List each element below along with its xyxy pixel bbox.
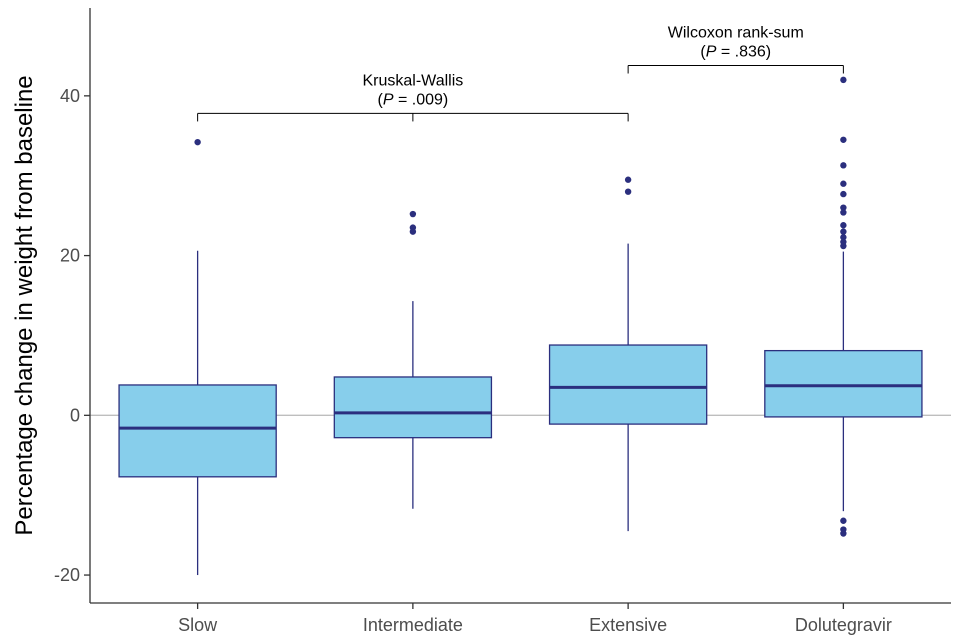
y-tick-label: 0 bbox=[70, 405, 80, 425]
outlier-point bbox=[840, 204, 847, 211]
x-tick-label: Extensive bbox=[589, 615, 667, 635]
outlier-point bbox=[840, 530, 847, 537]
outlier-point bbox=[840, 180, 847, 187]
iqr-box bbox=[764, 349, 923, 418]
box-intermediate bbox=[333, 210, 493, 509]
outlier-point bbox=[840, 228, 847, 235]
iqr-box bbox=[333, 376, 493, 439]
outlier-point bbox=[409, 228, 417, 235]
y-tick-label: 20 bbox=[60, 246, 80, 266]
outlier-point bbox=[840, 190, 847, 198]
iqr-box bbox=[118, 384, 277, 478]
outlier-point bbox=[840, 234, 847, 241]
annotations: Kruskal-Wallis (P = .009) Wilcoxon rank-su… bbox=[197, 25, 844, 122]
significance-bracket: Kruskal-Wallis (P = .009) bbox=[197, 72, 629, 122]
x-tick-label: Intermediate bbox=[363, 615, 463, 635]
outlier-point bbox=[409, 210, 417, 218]
outlier-point bbox=[840, 517, 847, 524]
outlier-point bbox=[840, 209, 847, 216]
box-dolutegravir bbox=[764, 76, 923, 537]
y-tick-label: 40 bbox=[60, 86, 80, 106]
x-tick-label: Dolutegravir bbox=[795, 615, 892, 635]
y-tick-label: -20 bbox=[54, 565, 80, 585]
test-name-label: Wilcoxon rank-sum bbox=[668, 25, 804, 42]
p-value-label: (P = .009) bbox=[378, 91, 449, 108]
plot-area bbox=[90, 76, 951, 576]
box-slow bbox=[118, 138, 277, 576]
outlier-point bbox=[840, 136, 847, 143]
outlier-point bbox=[624, 176, 632, 183]
outlier-point bbox=[840, 162, 847, 169]
axes: -20 0 20 40 Slow Intermediate Extensive Doluteg… bbox=[54, 8, 951, 635]
outlier-point bbox=[194, 138, 201, 146]
box-extensive bbox=[548, 176, 708, 532]
outlier-point bbox=[624, 188, 632, 195]
x-tick-label: Slow bbox=[178, 615, 218, 635]
p-value-label: (P = .836) bbox=[700, 44, 771, 61]
y-axis-title: Percentage change in weight from baselin… bbox=[11, 75, 38, 535]
outlier-point bbox=[840, 242, 847, 250]
iqr-box bbox=[548, 344, 708, 425]
test-name-label: Kruskal-Wallis bbox=[363, 72, 464, 89]
outlier-point bbox=[840, 222, 847, 229]
outlier-point bbox=[840, 76, 847, 84]
significance-bracket: Wilcoxon rank-sum (P = .836) bbox=[627, 25, 844, 74]
